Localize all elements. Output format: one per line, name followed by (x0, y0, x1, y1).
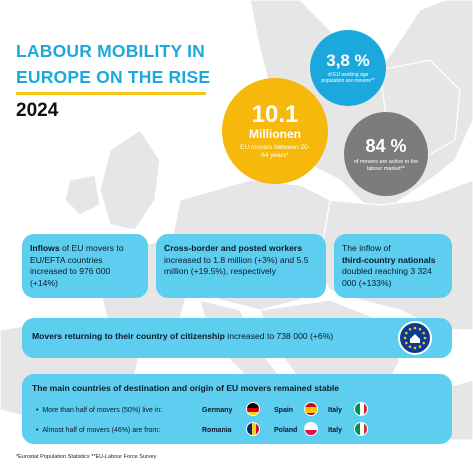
footnote: *Eurostat Population Statistics **EU-Lab… (16, 454, 157, 460)
stat-caption: of movers are active in the labour marke… (353, 158, 419, 172)
country-name: Romania (202, 426, 232, 434)
ireland-shape (64, 174, 101, 216)
poland-flag-icon (304, 421, 318, 436)
title-line-1: LABOUR MOBILITY IN (16, 41, 205, 61)
spain-flag-icon (304, 401, 318, 416)
third-country-box: The inflow of third-country nationals do… (334, 234, 452, 298)
country-name: Poland (274, 426, 298, 434)
year-label: 2024 (16, 100, 59, 121)
crossborder-box: Cross-border and posted workers increase… (156, 234, 326, 298)
stat-value: 10.1 (251, 100, 299, 128)
origin-row: • Almost half of movers (46%) are from: … (32, 421, 442, 441)
country-name: Italy (328, 406, 343, 414)
italy-flag-icon (354, 421, 368, 436)
destination-label: • More than half of movers (50%) live in… (36, 406, 163, 414)
stat-circle-working-age: 3,8 % of EU working age population are m… (310, 30, 386, 106)
stat-value: 84 % (365, 135, 407, 156)
british-isles-shape (99, 129, 161, 231)
inflows-box: Inflows of EU movers to EU/EFTA countrie… (22, 234, 148, 298)
third-country-pre: The inflow of (342, 243, 391, 253)
crossborder-text: increased to 1.8 million (+3%) and 5.5 m… (164, 254, 309, 277)
stat-circle-movers: 10.1 Millionen EU movers between 20-64 y… (222, 78, 328, 184)
countries-title: The main countries of destination and or… (32, 383, 340, 393)
country-name: Germany (202, 406, 233, 414)
returning-bold: Movers returning to their country of cit… (32, 331, 225, 341)
countries-box: The main countries of destination and or… (22, 374, 452, 444)
stat-value: 3,8 % (326, 51, 370, 70)
country-name: Italy (328, 426, 343, 434)
returning-text: increased to 738 000 (+6%) (224, 331, 334, 341)
stat-caption: EU movers between 20-64 years* (240, 143, 310, 159)
inflows-text: of EU movers to EU/EFTA countries increa… (30, 243, 124, 288)
stat-caption: of EU working age population are movers*… (321, 72, 375, 84)
origin-label: • Almost half of movers (46%) are from: (36, 426, 161, 434)
italy-flag-icon (354, 401, 368, 416)
stat-unit: Millionen (249, 126, 301, 141)
title-line-2: EUROPE ON THE RISE (16, 67, 211, 87)
destination-row: • More than half of movers (50%) live in… (32, 401, 442, 421)
title-underline (16, 92, 206, 95)
eu-flag-house-icon (398, 321, 432, 355)
stat-circle-active: 84 % of movers are active in the labour … (344, 112, 428, 196)
third-country-bold: third-country nationals (342, 254, 436, 265)
romania-flag-icon (246, 421, 260, 436)
page-title: LABOUR MOBILITY IN EUROPE ON THE RISE (16, 38, 246, 90)
germany-flag-icon (246, 401, 260, 416)
inflows-bold: Inflows (30, 243, 60, 253)
country-name: Spain (274, 406, 294, 414)
crossborder-bold: Cross-border and posted workers (164, 243, 303, 253)
third-country-text: doubled reaching 3 324 000 (+133%) (342, 266, 432, 288)
returning-box: Movers returning to their country of cit… (22, 318, 452, 358)
